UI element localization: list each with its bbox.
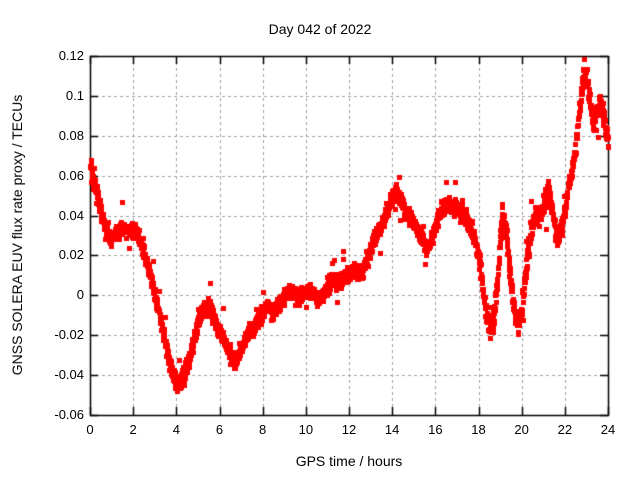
- y-tick-label: 0.06: [58, 167, 84, 183]
- x-tick-label: 14: [384, 422, 400, 437]
- y-tick-label: -0.04: [54, 367, 84, 383]
- x-tick-label: 12: [341, 422, 357, 437]
- x-axis-title: GPS time / hours: [295, 453, 403, 469]
- x-tick-label: 20: [514, 422, 529, 437]
- y-tick-label: 0.12: [58, 48, 84, 63]
- y-tick-label: -0.02: [54, 327, 84, 343]
- x-tick-label: 2: [129, 422, 137, 437]
- x-tick-label: 10: [298, 422, 314, 437]
- y-tick-label: 0.04: [58, 207, 84, 223]
- y-tick-label: 0: [76, 287, 84, 303]
- y-tick-label: -0.06: [54, 407, 84, 422]
- chart-title: Day 042 of 2022: [268, 21, 372, 37]
- x-tick-label: 0: [86, 422, 94, 437]
- x-tick-label: 24: [600, 422, 616, 437]
- x-tick-label: 6: [215, 422, 224, 437]
- y-tick-label: 0.1: [65, 87, 84, 103]
- x-tick-label: 4: [172, 422, 180, 437]
- y-tick-label: 0.08: [58, 127, 84, 143]
- x-tick-label: 8: [259, 422, 267, 437]
- x-tick-label: 16: [428, 422, 443, 437]
- x-tick-label: 18: [471, 422, 486, 437]
- x-tick-label: 22: [557, 422, 573, 437]
- y-tick-label: 0.02: [58, 247, 84, 263]
